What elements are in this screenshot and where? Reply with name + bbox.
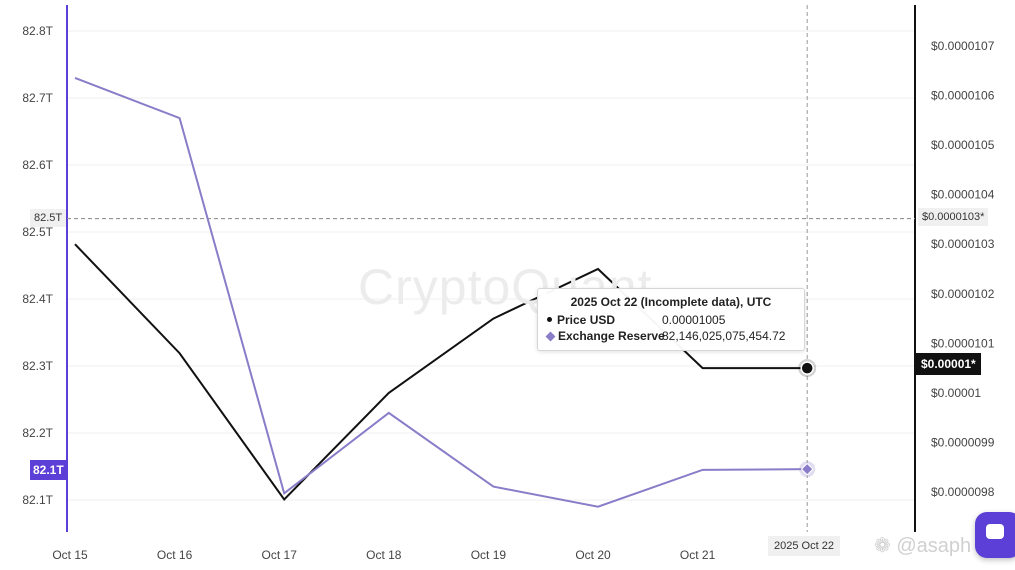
- series-markers: [798, 359, 817, 478]
- author-credit: ❁ @asaph: [874, 535, 972, 557]
- right-tick-label: $0.0000099: [931, 435, 995, 449]
- tooltip-reserve-label: Exchange Reserve: [558, 329, 665, 343]
- chat-button[interactable]: [975, 512, 1015, 558]
- reserve-marker: [800, 462, 814, 476]
- tooltip-reserve-name: Exchange Reserve: [545, 328, 665, 344]
- left-tick-label: 82.2T: [22, 426, 53, 440]
- crosshair: [67, 5, 915, 532]
- x-tick-label: Oct 15: [52, 548, 88, 562]
- left-tick-label: 82.7T: [22, 91, 53, 105]
- right-tick-label: $0.0000098: [931, 485, 995, 499]
- right-tick-label: $0.00001: [931, 386, 981, 400]
- x-tick-label: Oct 19: [471, 548, 507, 562]
- tooltip-reserve-value: 82,146,025,075,454.72: [662, 329, 786, 343]
- x-tick-label: Oct 20: [575, 548, 611, 562]
- left-tick-label: 82.5T: [22, 225, 53, 239]
- tooltip-price-name: Price USD: [546, 312, 662, 328]
- axes: [66, 5, 916, 532]
- right-tick-label: $0.0000105: [931, 138, 995, 152]
- right-tick-label: $0.0000106: [931, 89, 995, 103]
- left-current-value-label: 82.1T: [30, 460, 67, 480]
- left-tick-label: 82.6T: [22, 158, 53, 172]
- right-tick-label: $0.0000102: [931, 287, 995, 301]
- price-marker: [800, 361, 814, 375]
- right-tick-label: $0.0000104: [931, 188, 995, 202]
- right-tick-label: $0.0000107: [931, 39, 995, 53]
- dot-marker-icon: [547, 317, 552, 323]
- tooltip-title: 2025 Oct 22 (Incomplete data), UTC: [570, 295, 772, 309]
- right-tick-label: $0.0000103: [931, 237, 995, 251]
- data-tooltip: 2025 Oct 22 (Incomplete data), UTC Price…: [537, 288, 805, 351]
- tooltip-row-price: Price USD 0.00001005: [546, 312, 796, 328]
- left-tick-label: 82.1T: [22, 493, 53, 507]
- chat-icon: [986, 524, 1004, 539]
- x-tick-label: Oct 18: [366, 548, 402, 562]
- x-tick-label: Oct 17: [262, 548, 298, 562]
- left-tick-label: 82.8T: [22, 24, 53, 38]
- series-lines: [74, 76, 808, 508]
- grid-lines: [67, 30, 915, 501]
- tooltip-row-reserve: Exchange Reserve 82,146,025,075,454.72: [545, 328, 796, 344]
- tooltip-price-label: Price USD: [557, 313, 616, 327]
- right-crosshair-label: $0.0000103*: [918, 208, 989, 226]
- tick-labels: 82.1T 82.2T 82.3T 82.4T 82.5T 82.6T 82.7T 82.8T…: [22, 24, 994, 562]
- right-current-value-label: $0.00001*: [916, 353, 981, 375]
- series-line-1: [74, 76, 808, 508]
- crosshair-date-label: 2025 Oct 22: [768, 536, 840, 556]
- left-crosshair-label: 82.5T: [30, 209, 67, 227]
- x-tick-label: Oct 21: [680, 548, 716, 562]
- series-line-0: [74, 243, 808, 501]
- tooltip-price-value: 0.00001005: [662, 313, 726, 327]
- right-tick-label: $0.0000101: [931, 336, 995, 350]
- x-tick-label: Oct 16: [157, 548, 193, 562]
- left-tick-label: 82.4T: [22, 292, 53, 306]
- diamond-marker-icon: [545, 331, 556, 342]
- left-tick-label: 82.3T: [22, 359, 53, 373]
